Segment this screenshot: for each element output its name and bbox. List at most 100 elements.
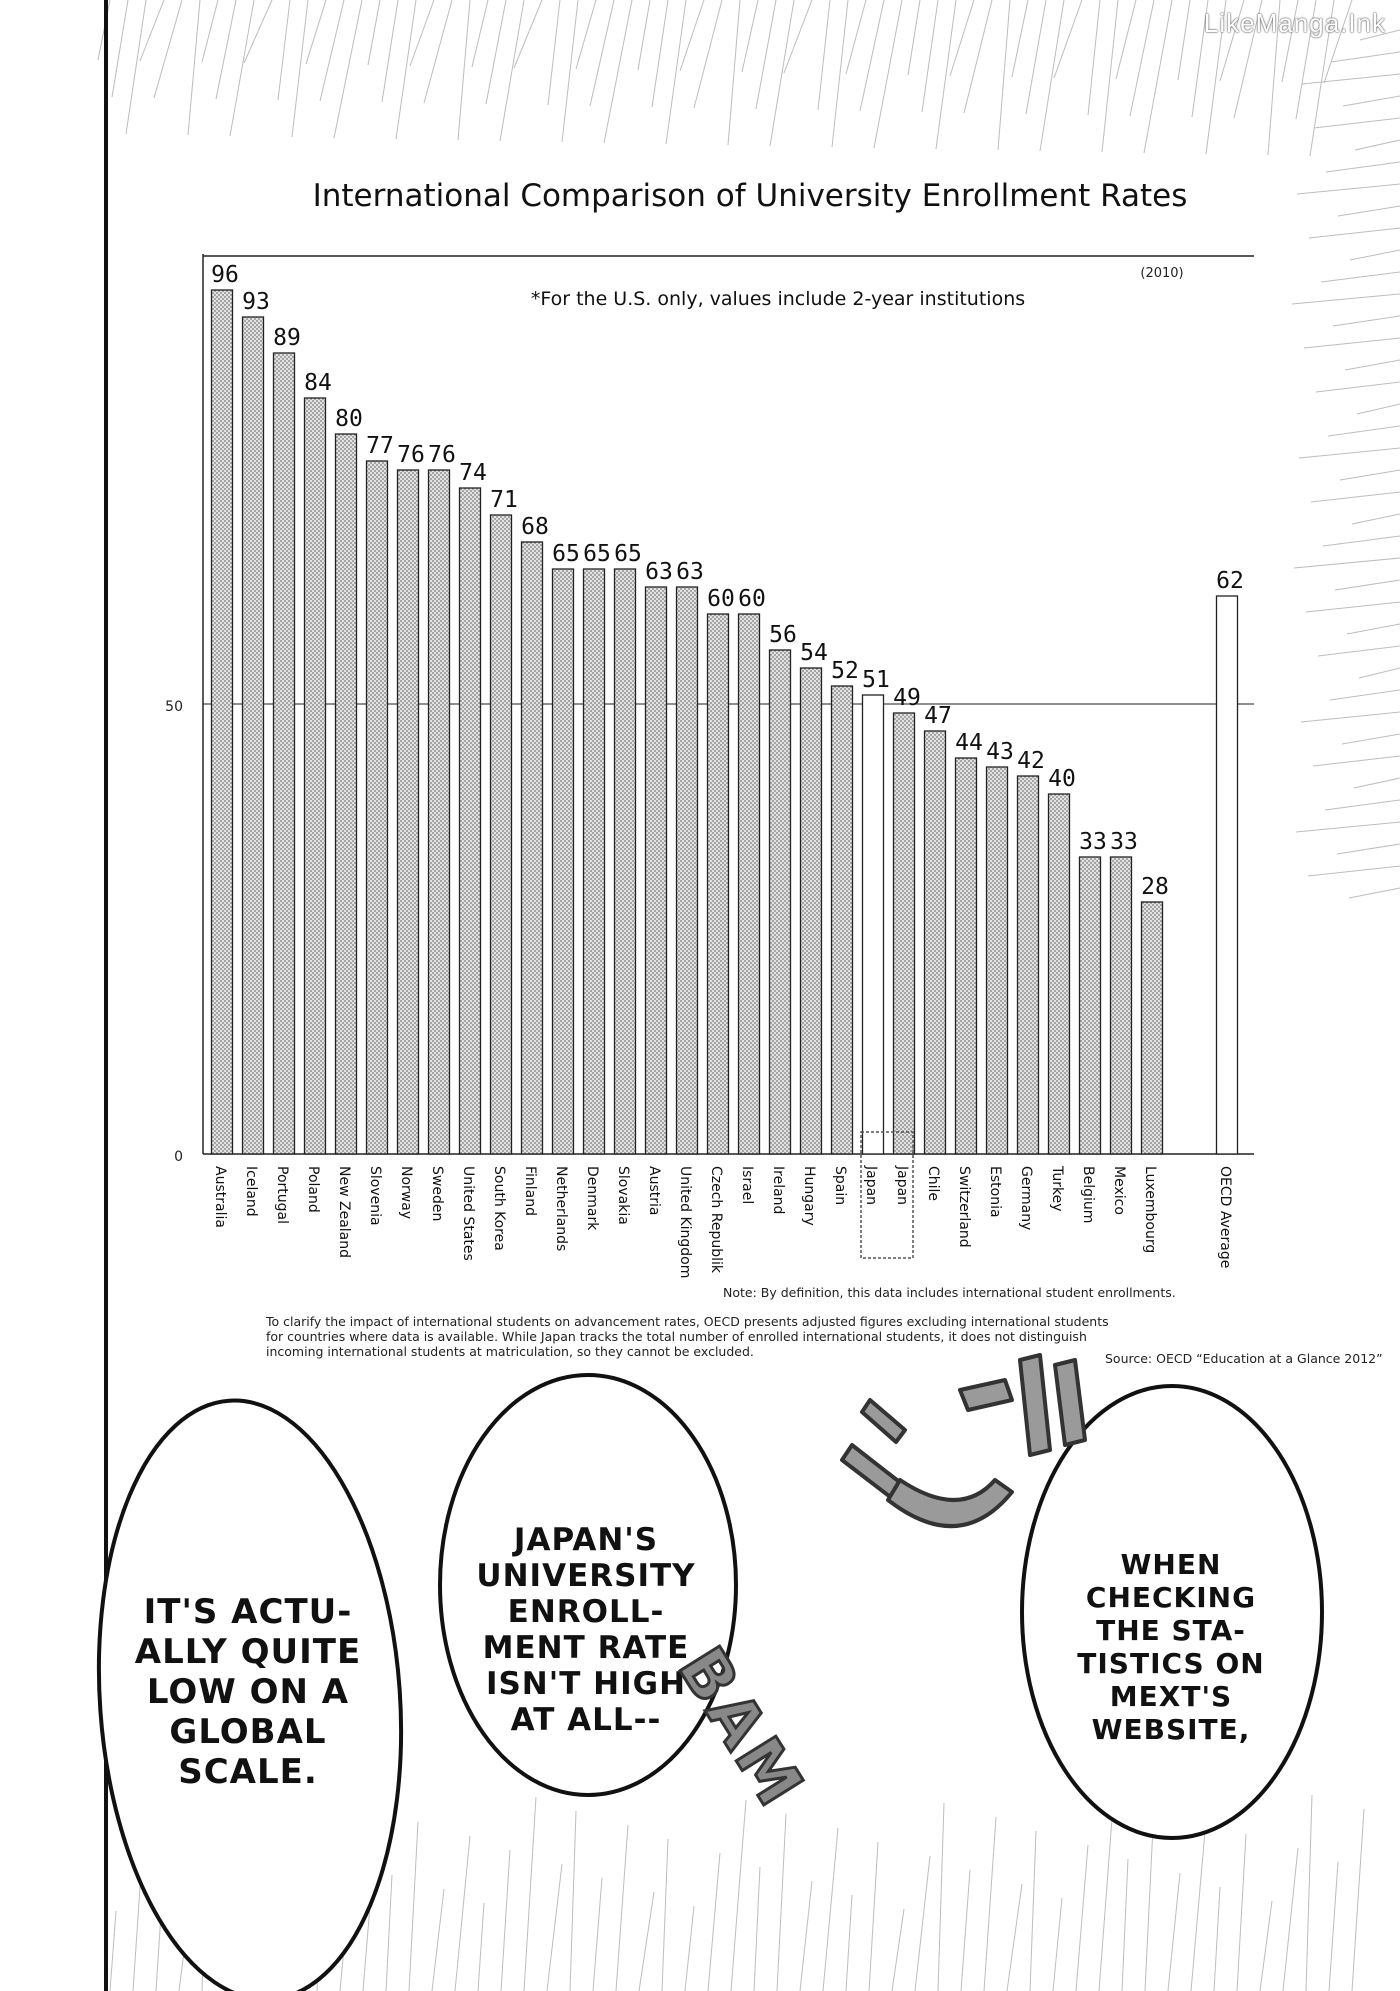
value-label-belgium-28: 33	[1079, 829, 1107, 855]
speed-line-138	[1332, 315, 1400, 327]
value-label-japan-22: 49	[893, 685, 921, 711]
value-label-hungary-19: 54	[800, 640, 828, 666]
category-label-hungary-19: Hungary	[801, 1166, 817, 1226]
value-label-chile-23: 47	[924, 703, 952, 729]
speed-line-151	[1305, 601, 1400, 613]
bar-ireland-18	[768, 649, 792, 1155]
speed-line-158	[1312, 755, 1400, 767]
speed-line-126	[1330, 51, 1400, 63]
speed-line-116	[1167, 1872, 1181, 1991]
speed-line-8	[229, 0, 255, 137]
category-label-austria-14: Austria	[646, 1166, 662, 1215]
value-label-united-kingdom-15: 63	[676, 559, 704, 585]
value-label-south-korea-9: 71	[490, 487, 518, 513]
bar-germany-26	[1016, 775, 1040, 1155]
value-label-norway-6: 76	[397, 442, 425, 468]
y-tick-label-50: 50	[165, 699, 183, 715]
value-label-denmark-12: 65	[583, 541, 611, 567]
category-label-chile-23: Chile	[925, 1166, 941, 1201]
speed-line-141	[1315, 381, 1400, 393]
speed-line-41	[831, 0, 849, 148]
value-label-sweden-7: 76	[428, 442, 456, 468]
value-label-slovenia-5: 77	[366, 433, 394, 459]
speed-line-54	[1053, 0, 1083, 79]
speed-line-37	[755, 0, 777, 110]
bar-chile-23	[923, 730, 947, 1155]
value-label-luxembourg-30: 28	[1141, 874, 1169, 900]
speed-line-155	[1329, 689, 1400, 701]
speed-line-60	[1177, 0, 1191, 81]
speed-line-25	[547, 0, 561, 106]
speed-line-134	[1308, 227, 1400, 239]
value-label-slovakia-13: 65	[614, 541, 642, 567]
bar-luxembourg-30	[1140, 901, 1164, 1155]
speed-line-50	[997, 0, 1011, 151]
speed-line-130	[1354, 139, 1400, 151]
bar-finland-10	[520, 541, 544, 1155]
speed-line-43	[859, 0, 885, 112]
value-label-netherlands-11: 65	[552, 541, 580, 567]
speed-line-9	[243, 0, 273, 64]
year-label: (2010)	[1140, 266, 1183, 281]
speed-line-65	[1267, 0, 1281, 156]
category-label-denmark-12: Denmark	[584, 1166, 600, 1231]
bar-estonia-25	[985, 766, 1009, 1155]
speed-line-29	[603, 0, 633, 144]
speed-line-109	[1006, 1883, 1023, 1991]
speed-line-145	[1339, 469, 1400, 481]
category-label-estonia-25: Estonia	[987, 1166, 1003, 1218]
value-label-portugal-2: 89	[273, 325, 301, 351]
speed-line-83	[408, 1821, 419, 1991]
speed-line-4	[153, 0, 183, 99]
bar-netherlands-11	[551, 568, 575, 1155]
speed-line-104	[891, 1908, 905, 1991]
bar-portugal-2	[272, 352, 296, 1155]
speed-line-58	[1129, 0, 1155, 117]
speed-line-93	[638, 1891, 655, 1991]
bar-turkey-27	[1047, 793, 1071, 1155]
category-label-israel-17: Israel	[739, 1166, 755, 1204]
speed-line-123	[1328, 1861, 1339, 1991]
value-label-australia-0: 96	[211, 262, 239, 288]
speed-line-103	[868, 1841, 879, 1991]
bar-poland-3	[303, 397, 327, 1155]
speed-line-39	[783, 0, 813, 74]
sfx-dure-glyphs	[840, 1353, 1087, 1529]
bar-switzerland-24	[954, 757, 978, 1155]
speed-line-147	[1351, 513, 1400, 525]
speed-line-119	[1236, 1833, 1247, 1991]
speech-bubble-middle-text: JAPAN'S UNIVERSITY ENROLL- MENT RATE ISN…	[476, 1522, 696, 1738]
bar-mexico-29	[1109, 856, 1133, 1155]
speed-line-22	[485, 0, 507, 105]
speed-line-36	[741, 0, 759, 73]
speed-line-18	[409, 0, 435, 67]
speed-line-128	[1342, 95, 1400, 107]
value-label-germany-26: 42	[1017, 748, 1045, 774]
bar-australia-0	[210, 289, 234, 1155]
speed-line-17	[395, 0, 417, 140]
bar-oecd-average-31	[1215, 595, 1239, 1155]
speed-line-100	[799, 1880, 813, 1991]
speed-line-33	[679, 0, 705, 72]
speed-line-96	[707, 1852, 721, 1991]
speed-line-88	[523, 1796, 537, 1991]
speed-line-161	[1295, 821, 1400, 833]
speed-line-101	[822, 1827, 839, 1991]
category-label-iceland-1: Iceland	[243, 1166, 259, 1217]
speed-line-14	[333, 0, 363, 139]
speed-line-149	[1293, 557, 1400, 569]
speed-line-95	[684, 1905, 695, 1991]
speed-line-56	[1101, 0, 1119, 153]
speed-line-13	[319, 0, 345, 102]
speed-line-164	[1348, 887, 1400, 899]
speed-line-142	[1356, 403, 1400, 415]
speed-line-3	[139, 0, 165, 62]
speed-line-154	[1358, 667, 1400, 679]
bar-new-zealand-4	[334, 433, 358, 1155]
speed-line-42	[845, 0, 867, 75]
speed-line-86	[477, 1902, 485, 1991]
value-label-united-states-8: 74	[459, 460, 487, 486]
bar-japan-22	[892, 712, 916, 1155]
